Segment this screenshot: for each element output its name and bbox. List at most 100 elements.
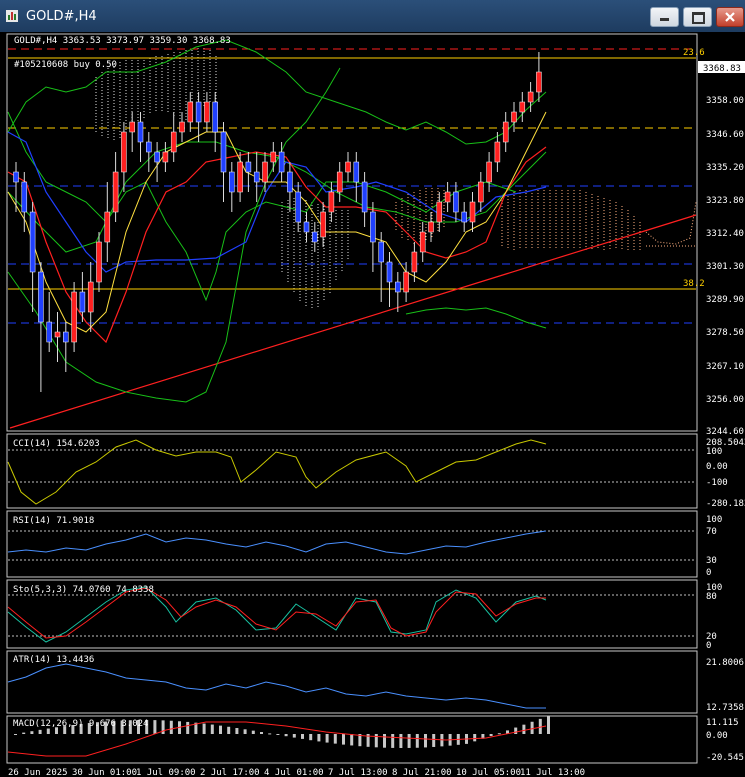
candlestick-series[interactable] [13,52,542,392]
candle-body[interactable] [287,171,293,193]
candle-body[interactable] [527,91,534,103]
candle-body[interactable] [204,101,210,123]
candle-body[interactable] [104,211,111,243]
maximize-button[interactable] [683,7,712,27]
candle-body[interactable] [71,291,77,343]
candle-body[interactable] [295,191,301,223]
candle-body[interactable] [312,231,318,243]
candle-body[interactable] [502,121,509,143]
macd-histogram-bar [186,721,190,734]
macd-histogram-bar [251,730,255,734]
candle-body[interactable] [486,161,492,183]
candle-body[interactable] [328,191,335,213]
candle-body[interactable] [270,151,277,163]
candle-body[interactable] [478,181,484,203]
candle-body[interactable] [195,101,202,123]
candle-body[interactable] [96,241,102,283]
candle-body[interactable] [511,111,517,123]
candle-body[interactable] [79,291,86,313]
candle-body[interactable] [229,171,235,193]
chart-canvas[interactable]: GOLD#,H4 3363.53 3373.97 3359.30 3368.83… [6,32,745,777]
candle-body[interactable] [38,271,44,323]
candle-body[interactable] [494,141,501,163]
candle-body[interactable] [129,121,135,133]
candle-body[interactable] [46,321,52,343]
sto-scale: 0 [706,641,711,651]
candle-body[interactable] [137,121,144,143]
minimize-button[interactable] [650,7,679,27]
candle-body[interactable] [395,281,401,293]
candle-body[interactable] [13,171,19,183]
candle-body[interactable] [361,181,368,213]
candle-body[interactable] [187,101,194,123]
trendline[interactable] [9,214,697,429]
candle-body[interactable] [353,161,360,183]
candle-body[interactable] [21,181,28,213]
candle-body[interactable] [112,171,119,213]
candle-body[interactable] [411,251,418,273]
price-label: 3256.00 [706,395,744,405]
cci-scale: 100 [706,447,722,457]
price-label: 3289.90 [706,295,744,305]
macd-histogram-bar [14,734,17,735]
candle-body[interactable] [162,151,169,163]
candle-body[interactable] [419,231,426,253]
macd-histogram-bar [391,734,395,748]
candle-body[interactable] [146,141,152,153]
time-label: 7 Jul 13:00 [328,768,388,777]
candle-body[interactable] [253,171,260,183]
candle-body[interactable] [378,241,384,263]
time-label: 26 Jun 2025 [8,768,68,777]
candle-body[interactable] [212,101,218,133]
candle-body[interactable] [278,151,285,173]
chart-frame[interactable]: GOLD#,H4 3363.53 3373.97 3359.30 3368.83… [6,32,745,777]
rsi-scale: 30 [706,556,717,566]
candle-body[interactable] [386,261,393,283]
macd-histogram-bar [415,734,419,748]
bollinger-lower-2 [405,307,547,329]
atr-indicator: ATR(14) 13.4436 21.8006 12.7358 [7,655,744,713]
candle-body[interactable] [403,271,409,293]
candle-body[interactable] [303,221,310,233]
price-axis: 3368.83 3358.00 3346.60 3335.20 3323.80 … [698,61,745,437]
macd-histogram-bar [243,729,247,734]
candle-body[interactable] [87,281,94,313]
candle-body[interactable] [519,101,526,113]
price-label: 3312.40 [706,229,744,239]
sto-pane [6,579,698,649]
candle-body[interactable] [336,171,343,193]
atr-pane [6,650,698,714]
candle-body[interactable] [29,211,36,273]
sto-scale: 80 [706,592,717,602]
candle-body[interactable] [179,121,185,133]
candle-body[interactable] [220,131,227,173]
candle-body[interactable] [453,191,459,213]
close-button[interactable] [716,7,744,27]
chart-window-icon [6,10,18,22]
candle-body[interactable] [461,211,467,223]
candle-body[interactable] [469,201,476,223]
cci-pane [6,433,698,509]
candle-body[interactable] [54,331,61,338]
macd-histogram-bar [530,721,534,734]
candle-body[interactable] [154,151,160,163]
candle-body[interactable] [436,201,443,223]
candle-body[interactable] [345,161,351,173]
blue-moving-average [7,131,547,273]
candle-body[interactable] [245,161,252,173]
macd-histogram-bar [87,723,91,734]
candle-body[interactable] [428,221,434,233]
sto-label: Sto(5,3,3) 74.0760 74.8338 [13,585,154,595]
candle-body[interactable] [63,331,69,343]
candle-body[interactable] [262,161,268,183]
candle-body[interactable] [444,191,451,203]
macd-histogram-bar [325,734,329,743]
candle-body[interactable] [170,131,177,153]
candle-body[interactable] [536,71,542,93]
candle-body[interactable] [121,131,127,173]
macd-histogram-bar [260,732,263,734]
candle-body[interactable] [237,161,243,193]
candle-body[interactable] [320,211,326,238]
time-label: 4 Jul 01:00 [264,768,324,777]
candle-body[interactable] [370,211,376,243]
